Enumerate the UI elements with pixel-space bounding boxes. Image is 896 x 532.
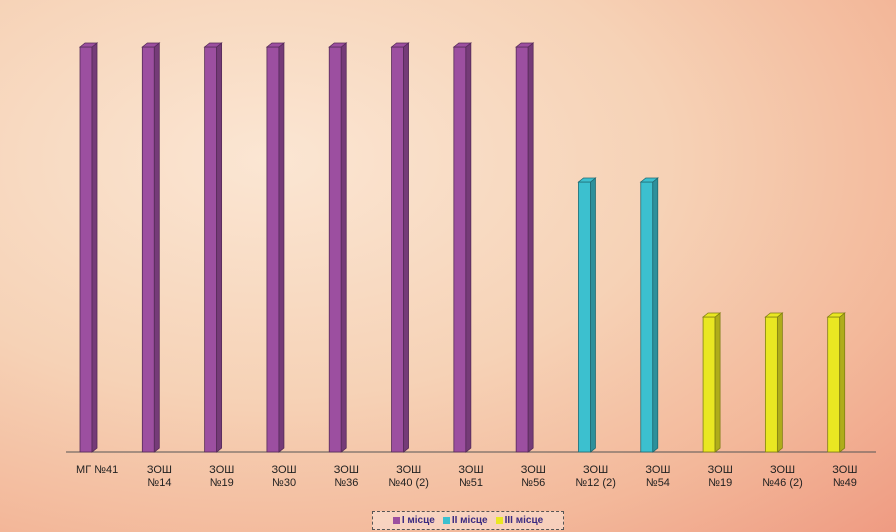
x-tick-label: ЗОШ №36	[333, 464, 359, 489]
legend-label: ІІІ місце	[504, 515, 544, 526]
x-tick-label: ЗОШ №49	[832, 464, 858, 489]
bar-top	[390, 42, 410, 48]
bar-side	[91, 42, 98, 453]
bar	[701, 312, 722, 453]
x-tick-label: ЗОШ №19	[707, 464, 733, 489]
bar-top	[639, 177, 659, 183]
legend-swatch	[392, 517, 400, 524]
bar-side	[153, 42, 160, 453]
bar-front	[391, 46, 404, 453]
bar	[515, 42, 535, 453]
x-tick-label: ЗОШ №51	[458, 464, 484, 489]
legend-item: ІІ місце	[442, 515, 488, 526]
bar	[639, 177, 659, 453]
bar	[826, 312, 846, 453]
bar-side	[776, 312, 783, 453]
legend-item: І місце	[392, 515, 435, 526]
bar-side	[714, 312, 721, 453]
legend-swatch	[442, 517, 450, 524]
bar	[764, 312, 784, 453]
bar-top	[141, 42, 161, 48]
x-tick-label: ЗОШ №30	[271, 464, 297, 489]
bar	[265, 42, 286, 453]
bar	[577, 177, 597, 453]
bar-side	[278, 42, 285, 453]
legend-label: І місце	[401, 515, 435, 526]
bar-front	[640, 181, 654, 453]
bar-top	[78, 42, 99, 48]
bar-side	[590, 177, 596, 453]
legend-item: ІІІ місце	[495, 515, 544, 526]
bar-front	[266, 46, 280, 453]
bar-front	[827, 316, 841, 453]
bar-side	[839, 312, 846, 453]
bar-top	[452, 42, 472, 48]
legend-label: ІІ місце	[451, 515, 488, 526]
bar	[141, 42, 161, 453]
bar-front	[328, 46, 342, 453]
bar-front	[204, 46, 218, 453]
bar-front	[764, 316, 778, 453]
x-tick-label: ЗОШ №14	[146, 464, 173, 489]
x-tick-label: ЗОШ №19	[209, 464, 235, 489]
bar-top	[764, 312, 784, 318]
bar-front	[79, 46, 93, 453]
bar-side	[527, 42, 534, 453]
bar	[452, 42, 472, 453]
x-tick-label: ЗОШ №56	[520, 464, 546, 489]
bar-side	[652, 177, 659, 453]
bar-front	[141, 46, 155, 453]
bar	[328, 42, 348, 453]
bar-side	[403, 42, 409, 453]
bar-front	[453, 46, 467, 453]
bar-front	[515, 46, 529, 453]
bar-top	[701, 312, 722, 318]
bar-side	[340, 42, 347, 453]
bar-side	[465, 42, 472, 453]
bar	[390, 42, 410, 453]
bar-front	[578, 181, 591, 453]
x-tick-label: ЗОШ №46 (2)	[762, 464, 803, 489]
bar-top	[826, 312, 846, 318]
x-tick-label: ЗОШ №40 (2)	[388, 464, 429, 489]
bar	[78, 42, 99, 453]
bar-side	[216, 42, 223, 453]
bar-top	[203, 42, 223, 48]
legend: І місце ІІ місце ІІІ місце	[372, 511, 564, 530]
x-tick-label: ЗОШ №54	[645, 464, 671, 489]
bar-top	[328, 42, 348, 48]
bar-top	[515, 42, 535, 48]
x-tick-label: ЗОШ №12 (2)	[575, 464, 616, 489]
bar-top	[577, 177, 597, 183]
legend-swatch	[495, 517, 503, 524]
x-tick-label: МГ №41	[76, 464, 119, 476]
bar	[203, 42, 223, 453]
bar-front	[702, 316, 716, 453]
bar-top	[265, 42, 286, 48]
